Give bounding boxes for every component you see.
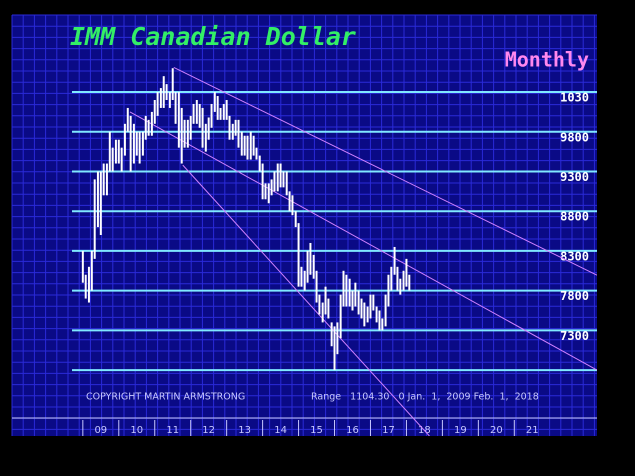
plot-area [12, 15, 597, 436]
y-tick-label: 9800 [560, 130, 589, 144]
right-margin [597, 0, 635, 476]
x-tick-label: 16 [346, 425, 359, 436]
minor-grid [11, 14, 597, 436]
y-tick-label: 7800 [560, 289, 589, 303]
x-tick-label: 09 [94, 425, 107, 436]
chart-layer: 1030 9800 9300 8800 8300 7800 7300 09 10 11 12 13 14… [12, 66, 597, 436]
y-tick-label: 1030 [560, 91, 589, 105]
chart-title: IMM Canadian Dollar [70, 22, 356, 51]
x-tick-label: 14 [274, 425, 287, 436]
x-tick-label: 21 [526, 425, 539, 436]
chart-subtitle: Monthly [505, 48, 589, 72]
trend-line [173, 66, 597, 276]
x-tick-label: 20 [490, 425, 503, 436]
y-tick-label: 8300 [560, 249, 589, 263]
x-tick-label: 11 [166, 425, 179, 436]
y-tick-label: 9300 [560, 170, 589, 184]
x-tick-label: 13 [238, 425, 251, 436]
footer: Range 1104.30 0 Jan. 1, 2009 Feb. 1, 201… [311, 392, 539, 403]
trend-line [129, 111, 597, 371]
x-tick-label: 12 [202, 425, 215, 436]
x-tick-label: 10 [130, 425, 143, 436]
x-tick-label: 17 [382, 425, 395, 436]
y-tick-label: 7300 [560, 329, 589, 343]
trend-line [182, 164, 430, 436]
copyright: COPYRIGHT MARTIN ARMSTRONG [86, 392, 245, 403]
x-tick-label: 19 [454, 425, 467, 436]
x-tick-label: 15 [310, 425, 323, 436]
y-tick-label: 8800 [560, 210, 589, 224]
